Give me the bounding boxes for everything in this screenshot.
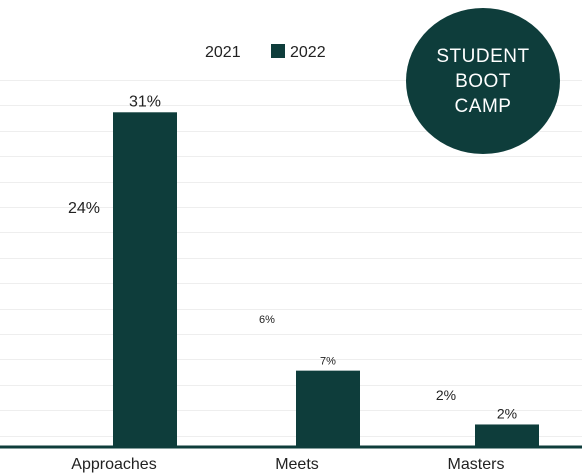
- legend-swatch-2022: [271, 44, 285, 58]
- x-tick-label-approaches: Approaches: [71, 456, 156, 473]
- data-label-meets-2021: 6%: [259, 314, 275, 326]
- data-label-approaches-2022: 31%: [129, 93, 161, 110]
- student-boot-camp-badge: STUDENT BOOT CAMP: [406, 8, 560, 154]
- x-tick-label-meets: Meets: [275, 456, 319, 473]
- bar-masters-2022: [475, 424, 539, 446]
- legend-label-2022: 2022: [290, 44, 326, 61]
- data-label-approaches-2021: 24%: [68, 200, 100, 217]
- data-label-meets-2022: 7%: [320, 356, 336, 368]
- legend-label-2021: 2021: [205, 44, 241, 61]
- data-label-masters-2021: 2%: [436, 387, 456, 403]
- bar-approaches-2022: [113, 112, 177, 446]
- bar-meets-2022: [296, 370, 360, 446]
- badge-label: STUDENT BOOT CAMP: [436, 45, 530, 117]
- x-tick-label-masters: Masters: [448, 456, 505, 473]
- data-label-masters-2022: 2%: [497, 405, 517, 421]
